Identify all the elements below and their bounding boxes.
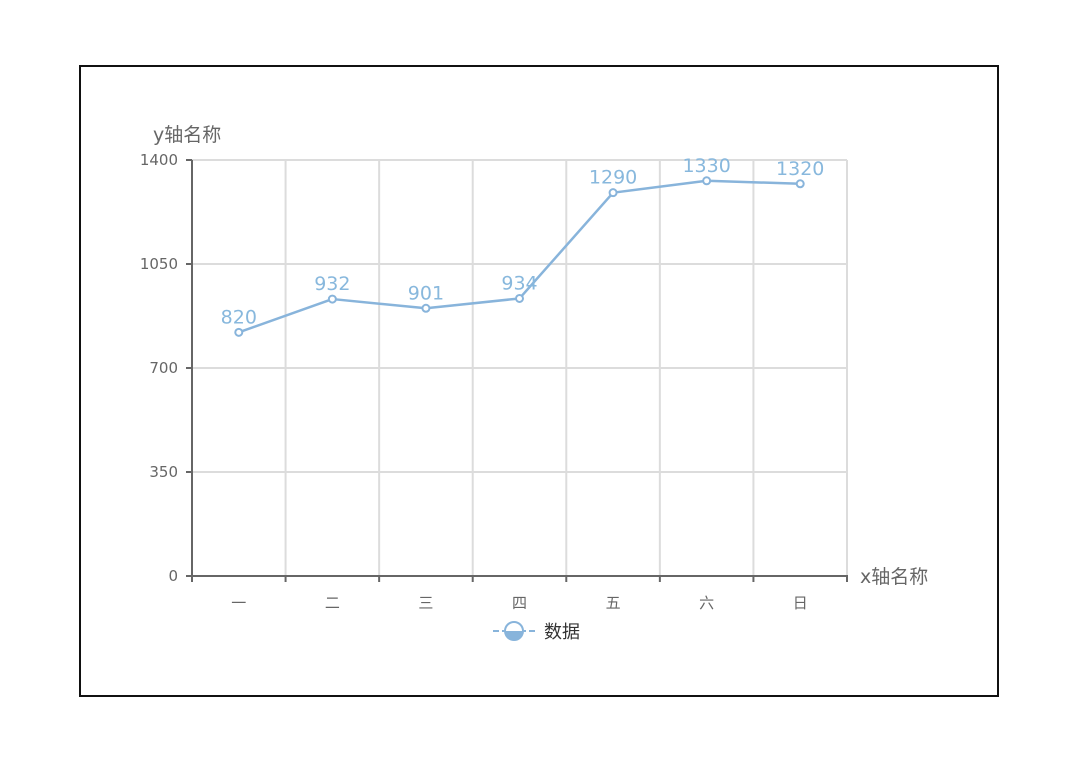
data-label: 1330	[682, 155, 730, 177]
x-tick-label: 二	[325, 594, 340, 612]
legend-marker-fill	[505, 631, 523, 640]
data-label: 1290	[589, 167, 637, 189]
legend-label: 数据	[544, 622, 580, 643]
y-tick-label: 0	[168, 567, 178, 585]
y-tick-label: 1400	[140, 151, 178, 169]
y-tick-label: 700	[149, 359, 178, 377]
chart-frame	[79, 65, 999, 697]
data-point	[234, 327, 244, 337]
grid-lines	[192, 159, 848, 576]
data-point	[327, 294, 337, 304]
data-label: 1320	[776, 158, 824, 180]
series-line	[238, 179, 801, 334]
x-tick-label: 一	[231, 594, 246, 612]
data-label: 934	[501, 272, 537, 294]
x-tick-label: 四	[512, 594, 527, 612]
x-axis-title: x轴名称	[860, 566, 928, 588]
x-tick-label: 三	[418, 594, 433, 612]
data-point	[702, 176, 712, 186]
data-label: 820	[221, 306, 257, 328]
data-point	[515, 293, 524, 303]
y-tick-label: 1050	[140, 255, 178, 273]
data-label: 932	[314, 273, 350, 295]
data-point	[795, 179, 805, 189]
axes	[186, 159, 848, 582]
y-axis-title: y轴名称	[153, 124, 221, 146]
series-group: 820 932 901 934 1290 1330 1320	[221, 155, 824, 337]
data-point	[608, 188, 618, 198]
legend[interactable]: 数据	[493, 621, 580, 643]
y-tick-label: 350	[149, 463, 178, 481]
x-tick-label: 五	[606, 594, 621, 612]
data-point	[421, 303, 431, 313]
x-tick-label: 日	[793, 594, 808, 612]
data-label: 901	[408, 282, 444, 304]
y-tick-labels: 0 350 700 1050 1400	[140, 151, 178, 585]
x-tick-label: 六	[699, 594, 714, 612]
x-tick-labels: 一二三四五六日	[231, 594, 807, 612]
